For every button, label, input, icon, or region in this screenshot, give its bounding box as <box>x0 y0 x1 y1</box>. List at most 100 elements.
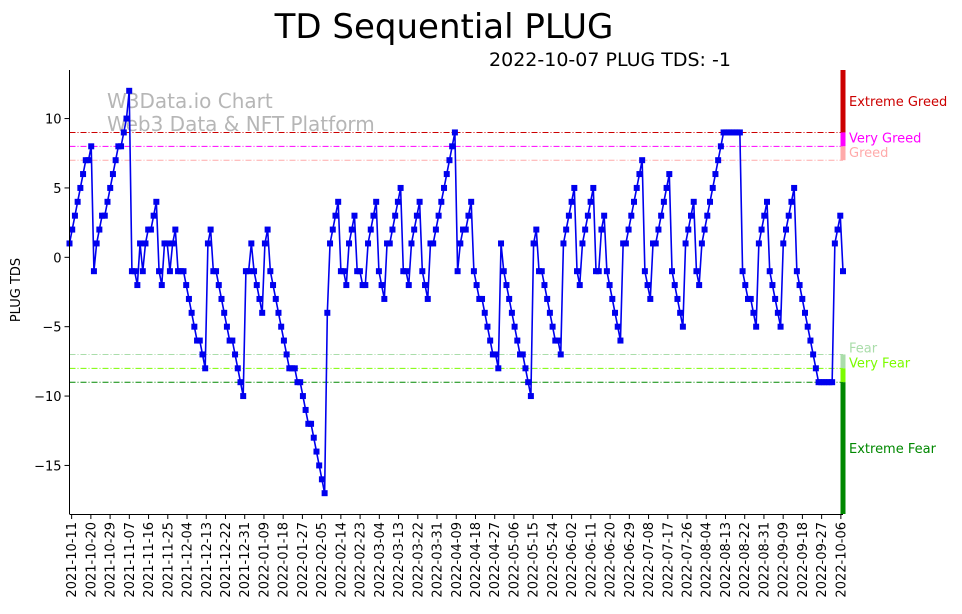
threshold-label-5: Extreme Fear <box>849 442 937 457</box>
data-point-113 <box>373 198 380 205</box>
data-point-25 <box>134 282 141 289</box>
x-tick-label-23: 2022-05-06 <box>507 522 522 598</box>
data-point-190 <box>582 226 589 233</box>
data-point-109 <box>362 282 369 289</box>
data-point-155 <box>487 337 494 344</box>
data-point-269 <box>796 282 803 289</box>
data-point-187 <box>574 268 581 275</box>
threshold-label-2: Greed <box>849 146 888 161</box>
x-tick-label-7: 2021-12-13 <box>200 522 215 598</box>
chart-title: TD Sequential PLUG <box>274 7 614 47</box>
x-tick-label-12: 2022-01-27 <box>296 522 311 598</box>
data-point-80 <box>283 351 290 358</box>
x-tick-label-35: 2022-08-22 <box>738 522 753 598</box>
data-point-191 <box>584 212 591 219</box>
data-point-28 <box>142 240 149 247</box>
threshold-band-3 <box>840 354 846 369</box>
data-point-38 <box>169 240 176 247</box>
x-tick-label-26: 2022-06-02 <box>565 522 580 598</box>
data-point-223 <box>671 282 678 289</box>
data-point-202 <box>614 323 621 330</box>
data-point-157 <box>492 351 499 358</box>
threshold-band-5 <box>840 382 846 514</box>
data-point-60 <box>229 337 236 344</box>
data-point-150 <box>473 282 480 289</box>
watermark-line-1: W3Data.io Chart <box>107 89 273 113</box>
data-point-165 <box>514 337 521 344</box>
data-point-184 <box>565 212 572 219</box>
data-point-95 <box>324 309 331 316</box>
data-point-136 <box>435 212 442 219</box>
data-point-220 <box>663 184 670 191</box>
x-tick-label-13: 2022-02-05 <box>315 522 330 598</box>
x-tick-label-15: 2022-02-23 <box>354 522 369 598</box>
data-point-283 <box>834 226 841 233</box>
data-point-162 <box>506 295 513 302</box>
data-point-140 <box>446 157 453 164</box>
data-point-71 <box>259 309 266 316</box>
data-point-33 <box>156 268 163 275</box>
x-tick-label-0: 2021-10-11 <box>65 522 80 598</box>
data-point-104 <box>348 226 355 233</box>
data-point-180 <box>555 337 562 344</box>
x-tick-label-8: 2021-12-22 <box>219 522 234 598</box>
x-tick-label-38: 2022-09-18 <box>796 522 811 598</box>
data-point-124 <box>403 268 410 275</box>
data-point-107 <box>356 268 363 275</box>
data-point-56 <box>218 295 225 302</box>
data-point-8 <box>88 143 95 150</box>
data-point-49 <box>199 351 206 358</box>
x-tick-label-22: 2022-04-27 <box>488 522 503 598</box>
threshold-band-1 <box>840 132 846 147</box>
data-point-203 <box>617 337 624 344</box>
data-point-139 <box>443 171 450 178</box>
x-tick-label-18: 2022-03-22 <box>411 522 426 598</box>
data-point-26 <box>137 240 144 247</box>
x-tick-label-5: 2021-11-25 <box>161 522 176 598</box>
data-point-39 <box>172 226 179 233</box>
data-point-19 <box>118 143 125 150</box>
data-point-201 <box>612 309 619 316</box>
data-point-271 <box>802 309 809 316</box>
data-point-37 <box>166 268 173 275</box>
data-point-272 <box>804 323 811 330</box>
data-point-36 <box>164 240 171 247</box>
y-tick-label-4: −10 <box>34 390 61 405</box>
data-point-58 <box>223 323 230 330</box>
data-point-14 <box>104 198 111 205</box>
data-point-219 <box>660 198 667 205</box>
data-point-94 <box>321 490 328 497</box>
data-point-110 <box>365 240 372 247</box>
data-point-221 <box>666 171 673 178</box>
data-point-237 <box>709 184 716 191</box>
data-point-169 <box>525 379 532 386</box>
x-tick-label-30: 2022-07-08 <box>642 522 657 598</box>
x-tick-label-27: 2022-06-11 <box>584 522 599 598</box>
axes <box>69 70 843 515</box>
data-point-270 <box>799 295 806 302</box>
data-point-79 <box>280 337 287 344</box>
data-point-147 <box>465 212 472 219</box>
data-point-163 <box>508 309 515 316</box>
data-point-116 <box>381 295 388 302</box>
data-point-75 <box>270 282 277 289</box>
x-tick-label-24: 2022-05-15 <box>527 522 542 598</box>
data-point-273 <box>807 337 814 344</box>
data-point-239 <box>715 157 722 164</box>
data-point-198 <box>603 268 610 275</box>
data-point-255 <box>758 226 765 233</box>
x-tick-label-28: 2022-06-20 <box>604 522 619 598</box>
data-point-30 <box>147 226 154 233</box>
data-point-212 <box>641 268 648 275</box>
data-point-171 <box>530 240 537 247</box>
data-point-174 <box>538 268 545 275</box>
x-tick-label-10: 2022-01-09 <box>257 522 272 598</box>
data-point-132 <box>424 295 431 302</box>
x-tick-label-40: 2022-10-06 <box>834 522 849 598</box>
x-tick-label-29: 2022-06-29 <box>623 522 638 598</box>
data-point-125 <box>405 282 412 289</box>
data-point-20 <box>120 129 127 136</box>
data-point-200 <box>609 295 616 302</box>
data-point-175 <box>541 282 548 289</box>
